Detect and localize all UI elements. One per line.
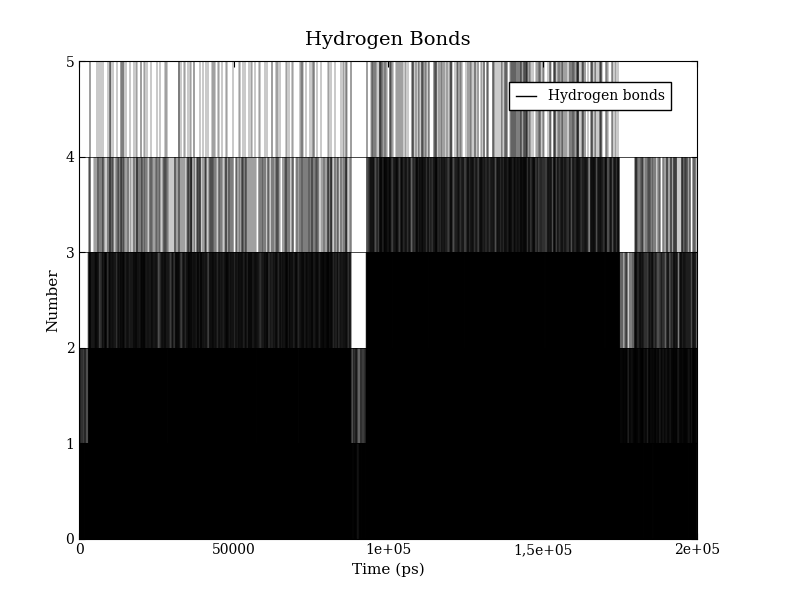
X-axis label: Time (ps): Time (ps) — [352, 563, 425, 577]
Legend: Hydrogen bonds: Hydrogen bonds — [508, 83, 672, 110]
Title: Hydrogen Bonds: Hydrogen Bonds — [305, 31, 471, 48]
Y-axis label: Number: Number — [46, 268, 60, 332]
